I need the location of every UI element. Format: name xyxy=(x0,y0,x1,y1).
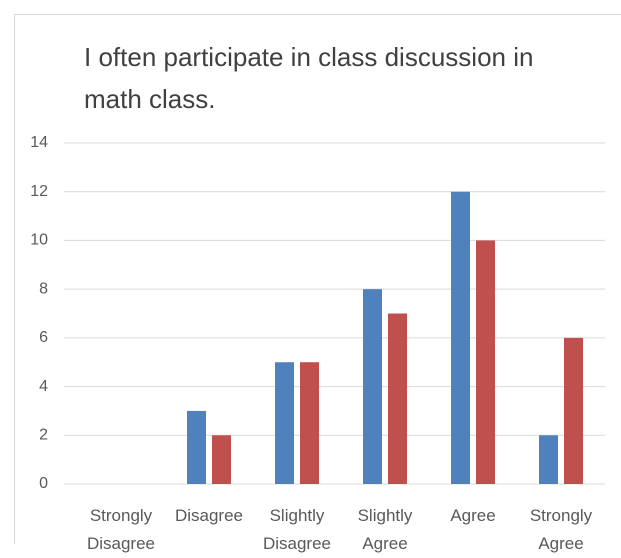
x-tick-label: Strongly Agree xyxy=(513,502,609,558)
y-tick-label: 4 xyxy=(39,378,48,395)
bar xyxy=(388,314,407,485)
bar xyxy=(451,192,470,484)
bar xyxy=(212,435,231,484)
x-tick-label: Slightly Agree xyxy=(337,502,433,558)
y-tick-label: 14 xyxy=(30,134,48,151)
bar xyxy=(300,362,319,484)
y-tick-label: 12 xyxy=(30,183,48,200)
y-tick-label: 8 xyxy=(39,280,48,297)
x-tick-label: Strongly Disagree xyxy=(73,502,169,558)
x-tick-label: Slightly Disagree xyxy=(249,502,345,558)
x-tick-label: Agree xyxy=(425,502,521,530)
y-tick-label: 2 xyxy=(39,427,48,444)
y-tick-label: 10 xyxy=(30,232,48,249)
y-tick-label: 6 xyxy=(39,329,48,346)
bar xyxy=(564,338,583,484)
bar xyxy=(275,362,294,484)
bar xyxy=(539,435,558,484)
bar xyxy=(363,289,382,484)
bar xyxy=(187,411,206,484)
page: 0 2 4 6 8 10 12 14 I often participate in class… xyxy=(0,0,621,544)
y-tick-label: 0 xyxy=(39,475,48,492)
bar xyxy=(476,240,495,484)
chart-title: I often participate in class discussion … xyxy=(84,36,584,120)
x-tick-label: Disagree xyxy=(161,502,257,530)
